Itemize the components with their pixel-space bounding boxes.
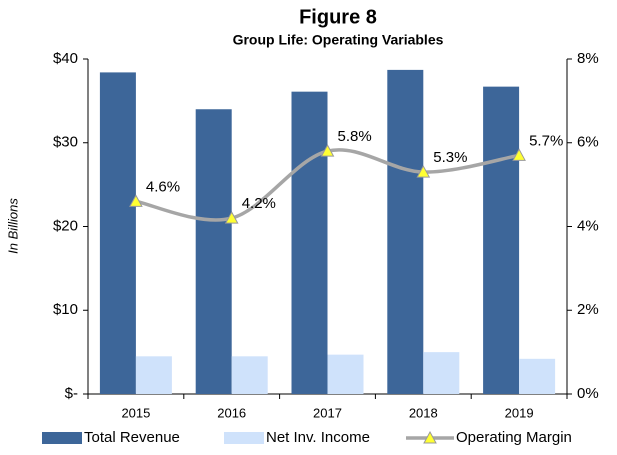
x-tick-label: 2019 [505,405,534,420]
y2-tick-label: 2% [577,301,599,318]
y-tick-label: $30 [53,134,78,151]
y-tick-label: $- [65,385,78,402]
data-label: 5.3% [433,149,467,166]
y2-tick-label: 0% [577,385,599,402]
marker [224,211,239,224]
legend-label: Total Revenue [84,429,180,446]
bar [423,352,460,394]
data-label: 4.2% [242,195,276,212]
data-label: 4.6% [146,178,180,195]
x-tick-label: 2018 [409,405,438,420]
y-tick-label: $40 [53,50,78,67]
bar [135,356,172,394]
data-label: 5.7% [529,132,563,149]
x-tick-label: 2017 [313,405,342,420]
legend-label: Operating Margin [456,429,572,446]
bar [99,72,136,395]
bar [519,358,556,394]
bar [291,91,328,394]
marker [129,194,143,207]
bar [231,356,268,394]
legend-marker [423,430,437,444]
marker [320,144,335,157]
data-label: 5.8% [338,128,372,145]
y2-tick-label: 6% [577,134,599,151]
bar [195,109,232,394]
y2-tick-label: 8% [577,50,599,67]
marker [416,165,431,178]
bar [327,354,364,394]
x-tick-label: 2016 [217,405,246,420]
legend-swatch [42,432,82,444]
y-axis-label: In Billions [5,198,20,254]
bar [387,69,424,394]
legend-swatch [224,432,264,444]
legend-label: Net Inv. Income [266,429,370,446]
bar [483,86,520,394]
y-tick-label: $10 [53,301,78,318]
marker [512,148,526,161]
chart-title: Figure 8 [299,6,377,28]
x-tick-label: 2015 [121,405,150,420]
chart-subtitle: Group Life: Operating Variables [233,32,444,48]
y2-tick-label: 4% [577,217,599,234]
y-tick-label: $20 [53,217,78,234]
